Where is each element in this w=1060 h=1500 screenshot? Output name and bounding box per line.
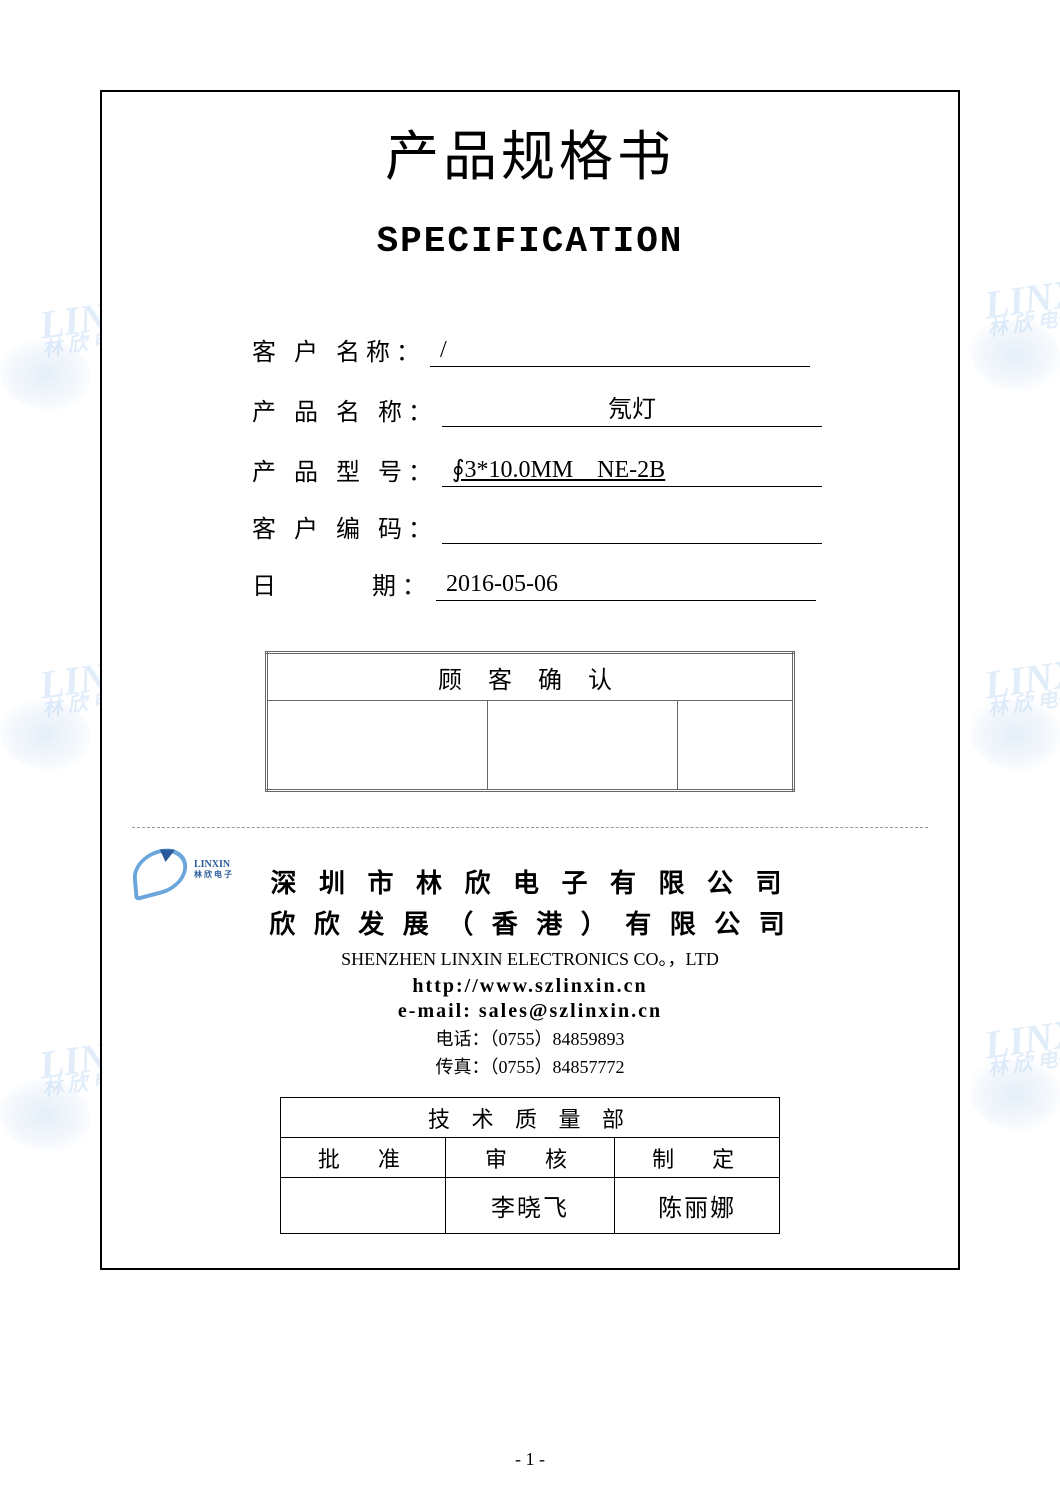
field-product-name: 产 品 名 称： 氖灯 (252, 389, 958, 427)
field-value: / (430, 337, 810, 367)
company-email: e-mail: sales@szlinxin.cn (102, 1000, 958, 1023)
divider (132, 827, 928, 828)
company-url: http://www.szlinxin.cn (102, 975, 958, 998)
field-value: 氖灯 (442, 389, 822, 427)
field-label: 日 期： (252, 566, 432, 601)
sign-approve-label: 批 准 (281, 1138, 446, 1178)
title-cn: 产品规格书 (102, 112, 958, 191)
field-value: 2016-05-06 (436, 571, 816, 601)
page-number: - 1 - (0, 1449, 1060, 1470)
customer-confirm-table: 顾 客 确 认 (265, 651, 795, 792)
signature-table: 技 术 质 量 部 批 准 审 核 制 定 李晓飞 陈丽娜 (280, 1097, 780, 1234)
field-value: ∮3*10.0MM NE-2B (442, 449, 822, 487)
page-frame: 产品规格书 SPECIFICATION 客 户 名称： / 产 品 名 称： 氖… (100, 90, 960, 1270)
field-label: 客 户 名称： (252, 332, 426, 367)
logo-icon (131, 842, 189, 901)
field-customer-name: 客 户 名称： / (252, 332, 958, 367)
confirm-cell (678, 701, 794, 791)
sign-prepare-name: 陈丽娜 (615, 1178, 780, 1234)
field-date: 日 期： 2016-05-06 (252, 566, 958, 601)
watermark: LINXIN林 欣 电子 (982, 1010, 1060, 1077)
field-value (442, 541, 822, 544)
company-name-en: SHENZHEN LINXIN ELECTRONICS CO。，LTD (102, 945, 958, 971)
company-phone: 电话：（0755）84859893 (102, 1025, 958, 1051)
title-en: SPECIFICATION (102, 221, 958, 262)
field-label: 客 户 编 码： (252, 509, 438, 544)
field-label: 产 品 名 称： (252, 392, 438, 427)
confirm-header: 顾 客 确 认 (267, 653, 794, 701)
sign-prepare-label: 制 定 (615, 1138, 780, 1178)
company-logo: LINXIN 林 欣 电 子 (132, 850, 232, 900)
fields-block: 客 户 名称： / 产 品 名 称： 氖灯 产 品 型 号： ∮3*10.0MM… (252, 332, 958, 601)
sign-review-label: 审 核 (445, 1138, 615, 1178)
field-customer-code: 客 户 编 码： (252, 509, 958, 544)
watermark: LINXIN林 欣 电子 (982, 270, 1060, 337)
field-label: 产 品 型 号： (252, 452, 438, 487)
field-product-model: 产 品 型 号： ∮3*10.0MM NE-2B (252, 449, 958, 487)
company-fax: 传真：（0755）84857772 (102, 1053, 958, 1079)
sign-review-name: 李晓飞 (445, 1178, 615, 1234)
sign-dept: 技 术 质 量 部 (281, 1098, 780, 1138)
watermark: LINXIN林 欣 电子 (982, 650, 1060, 717)
company-name-cn-2: 欣 欣 发 展 （ 香 港 ） 有 限 公 司 (102, 904, 958, 941)
confirm-cell (267, 701, 488, 791)
sign-approve-name (281, 1178, 446, 1234)
confirm-cell (488, 701, 678, 791)
logo-text: LINXIN 林 欣 电 子 (194, 860, 232, 880)
